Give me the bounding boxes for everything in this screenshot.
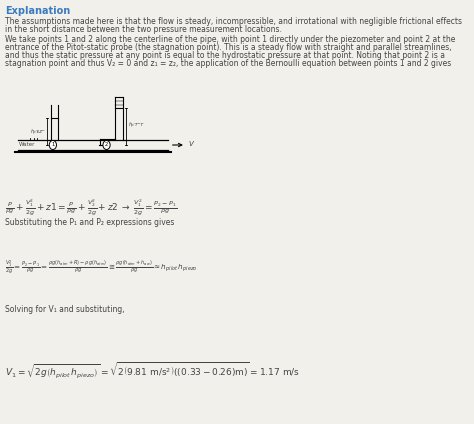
Text: hₚᴵᴛᴼᴛ: hₚᴵᴛᴼᴛ [128,122,144,127]
Text: Substituting the P₁ and P₂ expressions gives: Substituting the P₁ and P₂ expressions g… [5,218,174,227]
Text: The assumptions made here is that the flow is steady, incompressible, and irrota: The assumptions made here is that the fl… [5,17,462,26]
Text: $\frac{P}{\rho g}+\frac{V_1^2}{2g}+z1=\frac{P}{\rho g}+\frac{V_2^2}{2g}+z2\;\rig: $\frac{P}{\rho g}+\frac{V_1^2}{2g}+z1=\f… [5,197,177,217]
Text: $V_1=\sqrt{2g\left(h_{pilot}\,h_{piezo}\right)}=\sqrt{2\left(9.81\mathrm{\ m/s^2: $V_1=\sqrt{2g\left(h_{pilot}\,h_{piezo}\… [5,360,300,379]
Text: entrance of the Pitot-static probe (the stagnation point). This is a steady flow: entrance of the Pitot-static probe (the … [5,43,451,52]
Text: We take points 1 and 2 along the centerline of the pipe, with point 1 directly u: We take points 1 and 2 along the centerl… [5,35,455,44]
Text: 2: 2 [105,142,108,148]
Text: hₚᴵᴇᴢᴼ: hₚᴵᴇᴢᴼ [31,129,46,134]
Text: in the short distance between the two pressure measurement locations.: in the short distance between the two pr… [5,25,282,34]
Text: 1: 1 [51,142,55,148]
Text: Solving for V₁ and substituting,: Solving for V₁ and substituting, [5,305,125,314]
Text: Explanation: Explanation [5,6,70,16]
Text: and thus the static pressure at any point is equal to the hydrostatic pressure a: and thus the static pressure at any poin… [5,51,445,60]
Text: stagnation point and thus V₂ = 0 and z₁ = z₂, the application of the Bernoulli e: stagnation point and thus V₂ = 0 and z₁ … [5,59,451,68]
Circle shape [103,140,110,150]
Circle shape [49,140,56,150]
Text: V: V [188,141,193,147]
Text: $\frac{V_1^2}{2g}=\frac{P_2-P_1}{\rho g}=\frac{\rho g(h_{atm}+R)-\rho g(h_{atm}): $\frac{V_1^2}{2g}=\frac{P_2-P_1}{\rho g}… [5,258,198,276]
Text: Water: Water [19,142,36,147]
